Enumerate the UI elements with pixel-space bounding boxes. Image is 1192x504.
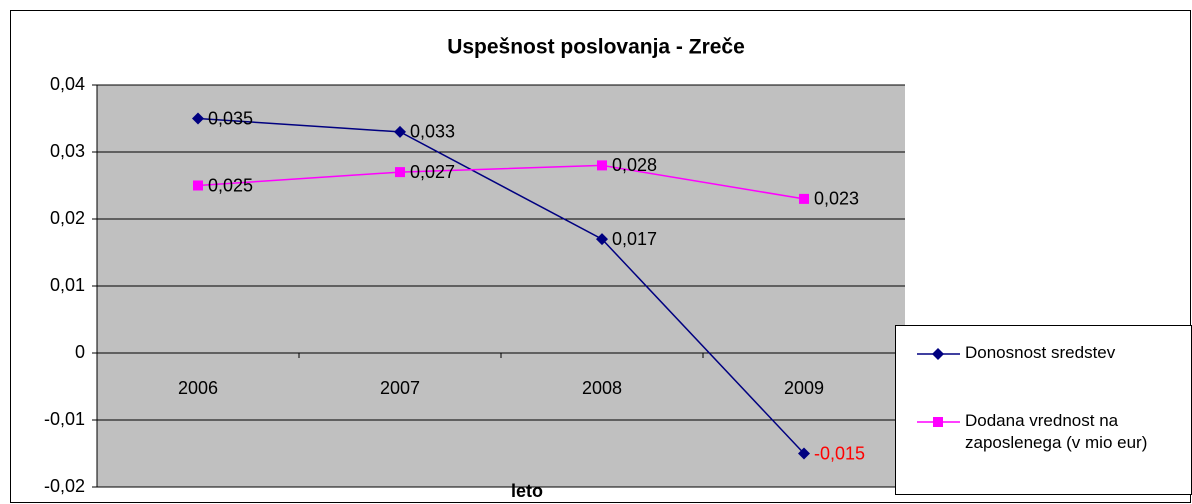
y-tick-label: 0,03	[50, 141, 85, 161]
data-label: 0,017	[612, 229, 657, 249]
legend-marker	[933, 417, 943, 427]
x-axis-label: leto	[511, 481, 543, 501]
y-tick-label: 0,01	[50, 275, 85, 295]
data-label: 0,025	[208, 175, 253, 195]
legend-label: Dodana vrednost na zaposlenega (v mio eu…	[965, 411, 1148, 452]
chart-title: Uspešnost poslovanja - Zreče	[447, 36, 745, 59]
data-point	[193, 180, 203, 191]
y-tick-label: 0	[75, 342, 85, 362]
y-tick-label: -0,01	[44, 409, 85, 429]
legend-marker	[932, 348, 944, 360]
x-tick-label: 2006	[178, 378, 218, 398]
x-tick-label: 2009	[784, 378, 824, 398]
y-tick-label: 0,04	[50, 74, 85, 94]
series-line	[197, 164, 805, 200]
data-label: 0,033	[410, 122, 455, 142]
legend-label: Donosnost sredstev	[965, 343, 1116, 362]
data-label: 0,023	[814, 189, 859, 209]
data-point	[596, 233, 608, 246]
legend-entry: Dodana vrednost na zaposlenega (v mio eu…	[965, 411, 1148, 452]
data-label: 0,035	[208, 108, 253, 128]
data-point	[395, 167, 405, 178]
data-label: 0,027	[410, 162, 455, 182]
series-line	[197, 117, 805, 455]
legend-entry: Donosnost sredstev	[965, 343, 1116, 362]
data-point	[799, 193, 809, 204]
data-point	[597, 160, 607, 171]
data-label: -0,015	[814, 443, 865, 463]
data-point	[394, 125, 406, 138]
plot-area	[97, 84, 905, 488]
y-tick-label: 0,02	[50, 208, 85, 228]
x-tick-label: 2007	[380, 378, 420, 398]
data-label: 0,028	[612, 155, 657, 175]
y-tick-label: -0,02	[44, 476, 85, 496]
data-point	[192, 112, 204, 125]
data-point	[798, 447, 810, 460]
x-tick-label: 2008	[582, 378, 622, 398]
